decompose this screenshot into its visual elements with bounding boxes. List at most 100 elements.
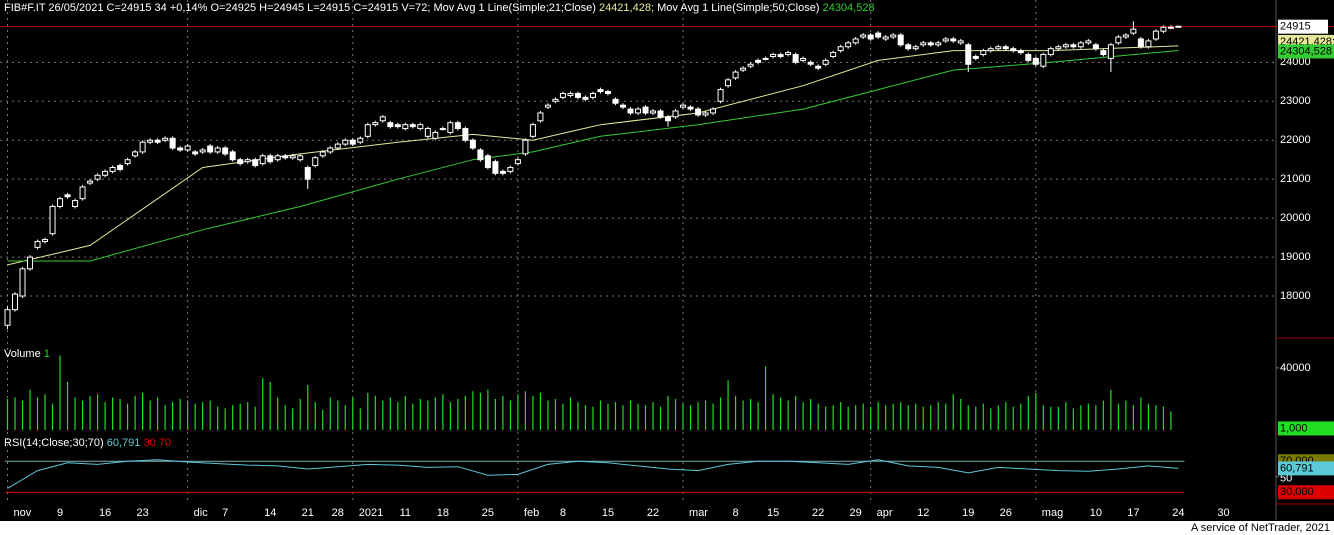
x-tick-label: 28 (332, 507, 344, 519)
candle-body (289, 155, 296, 159)
candle-body (207, 145, 214, 153)
candle-body (619, 104, 626, 108)
x-tick-label: 8 (560, 507, 566, 519)
volume-subtitle: 1 (43, 348, 50, 360)
candle-body (537, 112, 544, 122)
x-tick-label: nov (14, 507, 32, 519)
candle-body (27, 256, 34, 270)
y-tick-label: 40000 (1280, 362, 1311, 374)
candle-body (432, 131, 439, 139)
candle-body (740, 67, 747, 71)
x-tick-label: 18 (437, 507, 449, 519)
candle-body (657, 110, 664, 118)
x-tick-label: 15 (602, 507, 614, 519)
candle-body (702, 112, 709, 116)
candle-body (12, 293, 19, 311)
candle-body (357, 137, 364, 143)
candle-body (597, 89, 604, 93)
x-tick-label: 2021 (359, 507, 383, 519)
candle-body (1092, 44, 1099, 50)
candle-body (800, 57, 807, 61)
x-tick-label: mar (689, 507, 708, 519)
candle-body (364, 124, 371, 137)
candle-body (319, 151, 326, 157)
candle-body (920, 42, 927, 46)
x-tick-label: mag (1042, 507, 1063, 519)
candle-body (342, 139, 349, 145)
x-tick-label: 10 (1090, 507, 1102, 519)
candle-body (957, 40, 964, 44)
candle-body (680, 104, 687, 108)
y-tick-label: 23000 (1280, 95, 1311, 107)
price-header: FIB#F.IT 26/05/2021 C=24915 34 +0,14% O=… (4, 2, 875, 15)
candle-body (642, 106, 649, 114)
candle-body (732, 71, 739, 79)
candle-body (267, 155, 274, 163)
candle-body (687, 106, 694, 110)
candle-body (529, 124, 536, 137)
candle-body (72, 200, 79, 207)
volume-title: Volume (4, 348, 41, 360)
instrument-title: FIB#F.IT 26/05/2021 C=24915 34 +0,14% O=… (4, 2, 431, 14)
x-tick-label: 26 (1000, 507, 1012, 519)
candle-body (132, 151, 139, 157)
candle-body (124, 159, 131, 165)
volume-header: Volume 1 (4, 348, 50, 361)
candle-body (1055, 46, 1062, 50)
candle-body (1122, 34, 1129, 38)
candle-body (942, 38, 949, 42)
rsi-value-label: 60,791 (1280, 462, 1314, 474)
candle-body (1137, 38, 1144, 48)
candle-body (244, 159, 251, 163)
candle-body (1152, 30, 1159, 40)
candle-body (49, 205, 56, 235)
y-tick-label: 20000 (1280, 212, 1311, 224)
candle-body (905, 44, 912, 50)
candle-body (42, 239, 49, 243)
candle-body (139, 141, 146, 153)
candle-body (1032, 57, 1039, 65)
candle-body (965, 44, 972, 65)
candle-body (492, 161, 499, 174)
rsi-level-label: 30,000 (1280, 486, 1314, 498)
rsi-title: RSI(14;Close;30;70) (4, 437, 104, 449)
candle-body (604, 91, 611, 94)
candle-body (747, 63, 754, 67)
candle-body (755, 59, 762, 63)
candle-body (522, 139, 529, 155)
candle-body (725, 79, 732, 87)
x-tick-label: 11 (400, 507, 411, 519)
candle-body (830, 52, 837, 57)
candle-body (665, 116, 672, 122)
candle-body (559, 92, 566, 98)
candle-body (469, 139, 476, 149)
candle-body (785, 52, 792, 56)
x-tick-label: 24 (1172, 507, 1184, 519)
candle-body (627, 108, 634, 114)
x-tick-label: 19 (962, 507, 974, 519)
ma-legend-name: Mov Avg 1 Line(Simple;21;Close) (433, 2, 596, 14)
candle-body (304, 167, 311, 180)
candle-body (1017, 50, 1024, 54)
x-tick-label: 29 (850, 507, 862, 519)
candle-body (102, 170, 109, 176)
x-tick-label: 30 (1217, 507, 1229, 519)
candle-body (192, 151, 199, 155)
candle-body (770, 54, 777, 57)
candle-body (514, 159, 521, 165)
candle-body (1062, 44, 1069, 48)
candle-body (890, 34, 897, 38)
candle-body (394, 124, 401, 128)
candle-body (147, 139, 154, 143)
moving-average-line (7, 45, 1179, 266)
candle-body (574, 92, 581, 98)
candle-body (507, 167, 514, 172)
candle-body (454, 122, 461, 130)
candle-body (447, 122, 454, 133)
candle-body (79, 186, 86, 200)
candle-body (1115, 36, 1122, 44)
candle-body (417, 124, 424, 130)
x-tick-label: feb (524, 507, 539, 519)
candle-body (717, 89, 724, 102)
